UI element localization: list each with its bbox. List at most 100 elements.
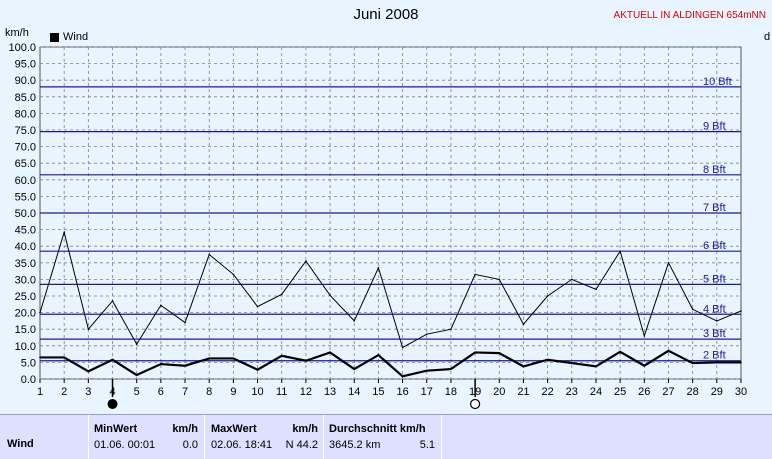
x-tick-label: 25 xyxy=(614,386,626,398)
wind-data-point xyxy=(716,361,718,364)
wind-data-point xyxy=(377,354,380,356)
x-tick-label: 8 xyxy=(206,386,212,398)
wind-data-point xyxy=(256,368,259,371)
wind-data-point xyxy=(691,362,694,364)
y-tick-label: 15.0 xyxy=(15,324,36,336)
y-tick-label: 35.0 xyxy=(15,258,36,270)
x-tick-label: 18 xyxy=(445,386,457,398)
beaufort-label: 5 Bft xyxy=(703,273,726,285)
beaufort-label: 9 Bft xyxy=(703,121,726,133)
max-time: 02.06. 18:41 xyxy=(211,439,273,451)
y-tick-label: 0.0 xyxy=(21,374,36,386)
gust-data-point xyxy=(377,266,380,269)
gust-data-point xyxy=(111,300,114,302)
y-tick-label: 10.0 xyxy=(15,341,36,353)
gust-data-point xyxy=(329,294,331,297)
x-tick-label: 12 xyxy=(300,386,312,398)
location-label[interactable]: AKTUELL IN ALDINGEN 654mNN xyxy=(613,10,766,21)
avg-value: 5.1 xyxy=(419,439,435,451)
gust-data-point xyxy=(425,333,428,335)
wind-data-point xyxy=(111,358,114,361)
wind-chart: 0.0 5.0 10.0 15.0 20.0 25.0 30.0 35.0 40.0 45.0 50… xyxy=(8,42,747,410)
x-tick-label: 3 xyxy=(85,386,91,398)
gust-data-point xyxy=(87,328,90,331)
gust-data-point xyxy=(619,250,621,252)
gust-data-point xyxy=(256,305,259,308)
x-tick-label: 16 xyxy=(396,386,408,398)
x-tick-label: 10 xyxy=(251,386,263,398)
y-tick-label: 20.0 xyxy=(15,308,36,320)
gust-data-point xyxy=(716,320,718,322)
y-tick-label: 30.0 xyxy=(15,274,36,286)
gust-data-point xyxy=(691,308,694,311)
max-header: MaxWert xyxy=(211,423,257,435)
x-tick-label: 22 xyxy=(541,386,553,398)
legend-label: Wind xyxy=(63,31,89,43)
y-tick-label: 25.0 xyxy=(15,291,36,303)
right-axis-unit: d xyxy=(764,31,771,43)
gust-data-point xyxy=(595,288,597,291)
y-tick-label: 95.0 xyxy=(15,59,36,71)
x-tick-label: 27 xyxy=(662,386,674,398)
wind-data-point xyxy=(474,351,476,354)
beaufort-label: 10 Bft xyxy=(703,76,732,88)
y-tick-label: 80.0 xyxy=(15,108,36,120)
wind-data-point xyxy=(570,362,573,364)
gust-data-point xyxy=(450,328,452,331)
y-tick-label: 50.0 xyxy=(15,208,36,220)
x-tick-label: 7 xyxy=(182,386,188,398)
y-tick-label: 45.0 xyxy=(15,225,36,237)
gust-data-point xyxy=(184,321,186,324)
min-header: MinWert xyxy=(94,423,138,435)
wind-data-point xyxy=(232,357,235,360)
gust-data-point xyxy=(135,343,138,345)
wind-data-point xyxy=(184,364,186,367)
x-tick-label: 15 xyxy=(372,386,384,398)
wind-data-point xyxy=(546,358,549,361)
y-tick-label: 65.0 xyxy=(15,158,36,170)
legend-swatch xyxy=(50,32,59,42)
y-tick-label: 100.0 xyxy=(8,42,36,54)
gust-data-point xyxy=(522,323,525,326)
wind-data-point xyxy=(160,363,162,365)
y-tick-label: 85.0 xyxy=(15,92,36,104)
x-tick-label: 2 xyxy=(61,386,67,398)
wind-data-point xyxy=(305,359,307,362)
avg-header: Durchschnitt km/h xyxy=(329,423,426,435)
legend: Wind xyxy=(50,31,88,43)
wind-data-point xyxy=(135,374,138,376)
wind-data-point xyxy=(522,365,525,368)
wind-data-point xyxy=(280,354,283,357)
x-tick-label: 14 xyxy=(348,386,360,398)
gust-data-point xyxy=(39,311,41,314)
x-tick-label: 21 xyxy=(517,386,529,398)
y-tick-label: 55.0 xyxy=(15,191,36,203)
wind-data-point xyxy=(450,368,452,370)
stats-row-label: Wind xyxy=(7,438,34,450)
wind-data-point xyxy=(353,368,356,370)
min-unit: km/h xyxy=(172,423,198,435)
gust-data-point xyxy=(353,320,356,322)
x-tick-label: 24 xyxy=(590,386,602,398)
wind-data-point xyxy=(667,349,670,352)
wind-data-point xyxy=(425,369,428,372)
y-tick-label: 5.0 xyxy=(21,357,36,369)
x-tick-label: 29 xyxy=(711,386,723,398)
avg-km: 3645.2 km xyxy=(329,439,381,451)
wind-data-point xyxy=(208,357,211,360)
gust-data-point xyxy=(667,262,670,264)
x-tick-label: 11 xyxy=(276,386,287,398)
gust-data-point xyxy=(474,273,476,276)
min-time: 01.06. 00:01 xyxy=(94,439,156,451)
x-tick-label: 5 xyxy=(134,386,140,398)
full-moon-icon xyxy=(107,399,118,409)
wind-series-line xyxy=(40,349,741,378)
wind-data-point xyxy=(401,375,404,378)
y-tick-label: 75.0 xyxy=(15,125,36,137)
gust-data-point xyxy=(280,293,283,296)
wind-data-point xyxy=(39,356,41,359)
x-tick-label: 23 xyxy=(566,386,578,398)
gust-data-point xyxy=(208,253,211,256)
wind-data-point xyxy=(87,370,90,373)
x-tick-label: 13 xyxy=(324,386,336,398)
